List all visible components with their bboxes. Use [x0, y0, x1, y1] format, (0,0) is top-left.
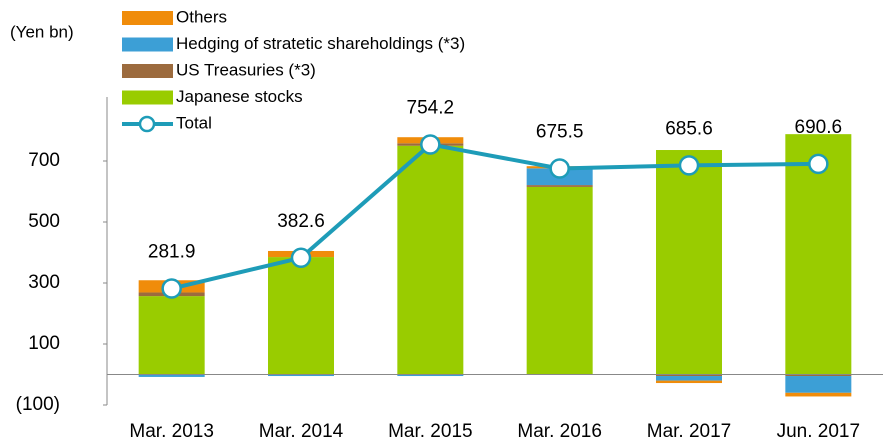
x-tick-label: Mar. 2015 [388, 421, 473, 442]
legend-swatch [122, 64, 173, 78]
y-axis-label: (Yen bn) [10, 22, 74, 41]
bar-segment [656, 380, 722, 384]
bar-segment [656, 150, 722, 375]
bar-segment [785, 376, 852, 393]
data-label: 382.6 [277, 211, 325, 232]
y-tick-label: 100 [28, 333, 60, 354]
x-tick-label: Mar. 2016 [517, 421, 602, 442]
x-tick-label: Mar. 2017 [647, 421, 732, 442]
x-tick-label: Mar. 2014 [259, 421, 344, 442]
total-point [290, 247, 312, 269]
bar-segment [785, 374, 852, 377]
data-label: 690.6 [795, 117, 843, 138]
bar-segment [526, 185, 593, 187]
total-point [549, 158, 570, 179]
data-label: 675.5 [536, 121, 584, 142]
total-point [678, 155, 700, 176]
legend-swatch [122, 37, 173, 52]
total-point [420, 134, 441, 155]
legend-label: Total [176, 113, 212, 132]
legend-label: Japanese stocks [176, 87, 303, 106]
legend-swatch [122, 90, 173, 105]
bar-segment [397, 374, 464, 377]
total-line [171, 142, 819, 291]
bar-segment [656, 376, 722, 381]
y-tick-label: 300 [28, 272, 60, 293]
data-label: 754.2 [407, 97, 455, 118]
y-tick-label: 500 [28, 211, 60, 232]
legend-swatch [122, 11, 173, 25]
x-tick-label: Mar. 2013 [129, 421, 214, 442]
bar-segment [526, 186, 593, 375]
bar-segment [138, 374, 205, 377]
y-tick-label: 700 [28, 150, 60, 171]
legend-label: US Treasuries (*3) [176, 60, 316, 79]
bar-segment [785, 392, 852, 397]
legend-label: Others [176, 7, 227, 26]
total-point [808, 153, 829, 175]
legend-marker [138, 115, 156, 133]
data-label: 685.6 [665, 118, 713, 139]
data-label: 281.9 [148, 242, 196, 263]
x-tick-label: Jun. 2017 [777, 421, 860, 442]
bar-segment [268, 374, 334, 377]
total-point [161, 278, 182, 299]
y-tick-label: (100) [16, 394, 60, 415]
bar-segment [397, 145, 464, 375]
legend-label: Hedging of stratetic shareholdings (*3) [176, 34, 465, 53]
bar-segment [268, 257, 334, 375]
bar-segment [656, 374, 722, 377]
bar-segment [138, 296, 205, 375]
bar-segment [785, 134, 852, 375]
